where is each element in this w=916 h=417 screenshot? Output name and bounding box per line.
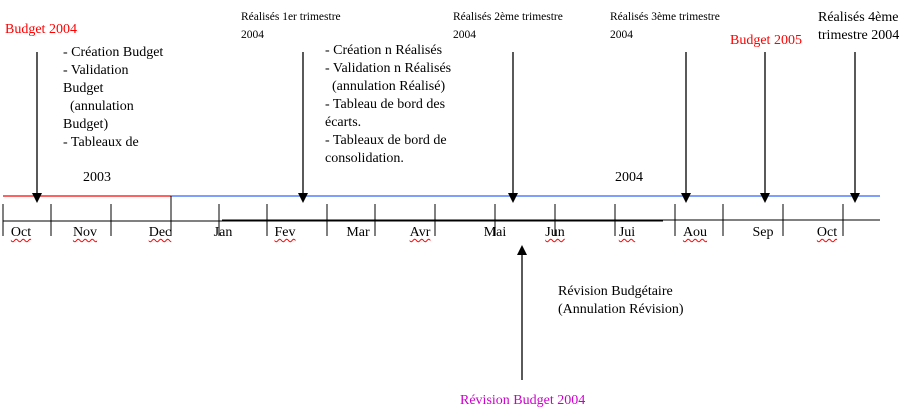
q2-line: Réalisés 2ème trimestre — [453, 11, 563, 23]
q3-year: 2004 — [610, 29, 633, 41]
q1-label: Réalisés 1er trimestre 2004 — [241, 8, 341, 44]
q4-label: Réalisés 4ème trimestre 2004 — [818, 9, 899, 45]
month-label: Sep — [752, 225, 774, 240]
month-label: Nov — [72, 225, 98, 240]
month-label: Jui — [618, 225, 636, 240]
month-label: Avr — [409, 225, 431, 240]
budget-2004-label: Budget 2004 — [5, 22, 77, 37]
realises-notes: - Création n Réalisés - Validation n Réa… — [325, 42, 451, 168]
note: (annulation — [63, 99, 134, 114]
month-label: Jan — [213, 225, 233, 240]
month-label: Mai — [483, 225, 507, 240]
revision-arrow — [517, 245, 527, 380]
note: - Validation n Réalisés — [325, 61, 452, 76]
month-label: Mar — [346, 225, 370, 240]
note: - Création n Réalisés — [325, 43, 443, 58]
note: écarts. — [325, 115, 362, 130]
q1-arrow — [298, 52, 308, 203]
month-label: Oct — [10, 225, 32, 240]
note: - Création Budget — [63, 45, 164, 60]
budget-notes: - Création Budget - Validation Budget (a… — [63, 44, 163, 152]
q2-label: Réalisés 2ème trimestre 2004 — [453, 8, 563, 44]
q1-line: Réalisés 1er trimestre — [241, 11, 341, 23]
q3-label: Réalisés 3ème trimestre 2004 — [610, 8, 720, 44]
q1-year: 2004 — [241, 29, 264, 41]
revision-desc-line: (Annulation Révision) — [558, 302, 684, 317]
month-label: Dec — [148, 225, 172, 240]
note: - Tableaux de — [63, 135, 139, 150]
note: Budget) — [63, 117, 109, 132]
revision-budget-label: Révision Budget 2004 — [460, 393, 586, 408]
q4-arrow — [850, 52, 860, 203]
q4-year: trimestre 2004 — [818, 28, 900, 43]
revision-desc-line: Révision Budgétaire — [558, 284, 673, 299]
note: - Tableau de bord des — [325, 97, 446, 112]
note: consolidation. — [325, 151, 404, 166]
note: - Validation — [63, 63, 129, 78]
note: (annulation Réalisé) — [325, 79, 446, 94]
q4-line: Réalisés 4ème — [818, 10, 899, 25]
month-label: Jun — [545, 225, 565, 240]
month-label: Oct — [816, 225, 838, 240]
budget-2005-arrow — [760, 52, 770, 203]
year-2004-label: 2004 — [615, 170, 643, 185]
budget-2004-arrow — [32, 52, 42, 203]
note: - Tableaux de bord de — [325, 133, 447, 148]
month-label: Aou — [682, 225, 708, 240]
budget-2005-label: Budget 2005 — [730, 33, 802, 48]
q3-line: Réalisés 3ème trimestre — [610, 11, 720, 23]
note: Budget — [63, 81, 104, 96]
q2-year: 2004 — [453, 29, 476, 41]
q2-arrow — [508, 52, 518, 203]
year-2003-label: 2003 — [83, 170, 111, 185]
month-label: Fev — [274, 225, 296, 240]
q3-arrow — [681, 52, 691, 203]
revision-description: Révision Budgétaire (Annulation Révision… — [558, 283, 684, 319]
